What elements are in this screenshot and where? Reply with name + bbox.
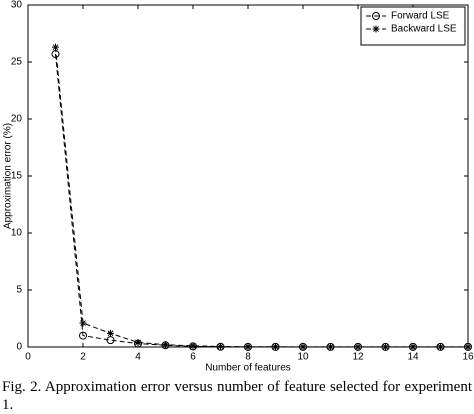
marker-star [217,342,224,350]
marker-circle [79,331,87,340]
marker-star [52,43,59,51]
y-tick-label: 20 [11,114,23,125]
y-tick-label: 10 [11,228,23,239]
x-tick-label: 0 [25,352,31,363]
marker-star [464,343,472,351]
marker-star [409,343,417,351]
x-axis-label: Number of features [205,363,291,374]
y-tick-label: 5 [16,285,22,296]
y-tick-label: 30 [11,0,23,11]
legend-label: Backward LSE [391,24,457,35]
y-tick-label: 25 [11,57,23,68]
legend-label: Forward LSE [391,11,450,22]
x-tick-label: 16 [462,352,474,363]
marker-star [244,343,252,351]
plot-frame [27,4,469,348]
x-tick-label: 12 [352,352,364,363]
x-tick-label: 14 [407,352,419,363]
y-tick-label: 0 [16,342,22,353]
x-tick-label: 8 [245,352,251,363]
marker-star [79,319,87,327]
chart: Number of features Approximation error (… [3,0,474,374]
marker-star [134,338,142,346]
marker-star [272,343,279,351]
y-tick-label: 15 [11,171,23,182]
x-tick-label: 4 [135,352,141,363]
marker-star [107,329,114,337]
marker-star [372,25,380,33]
marker-star [162,341,169,349]
x-tick-label: 2 [80,352,86,363]
marker-star [354,343,362,351]
marker-star [382,343,389,351]
marker-star [437,343,444,351]
caption: Fig. 2. Approximation error versus numbe… [2,379,472,413]
x-tick-label: 6 [190,352,196,363]
marker-star [189,342,197,350]
y-axis-label: Approximation error (%) [3,123,14,229]
marker-star [299,343,307,351]
marker-star [327,343,334,351]
series-line [55,47,468,348]
marker-circle [372,12,380,20]
x-tick-label: 10 [297,352,309,363]
series-line [55,53,468,348]
